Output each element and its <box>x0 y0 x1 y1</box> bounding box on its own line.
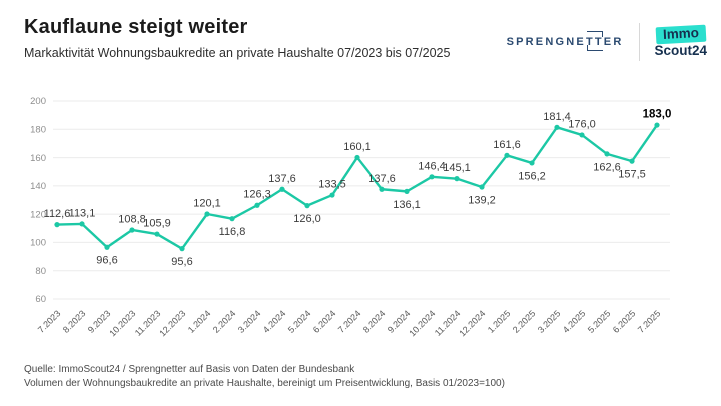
svg-text:108,8: 108,8 <box>118 213 146 225</box>
source-line: Quelle: ImmoScout24 / Sprengnetter auf B… <box>24 364 355 375</box>
svg-text:80: 80 <box>35 266 46 277</box>
svg-text:120: 120 <box>30 209 46 220</box>
sprengnetter-tt-bracket-icon: TT <box>585 31 604 51</box>
svg-text:200: 200 <box>30 96 46 107</box>
svg-text:126,3: 126,3 <box>243 189 271 201</box>
svg-text:1.2025: 1.2025 <box>486 308 513 335</box>
page-subtitle: Markaktivität Wohnungsbaukredite an priv… <box>24 46 451 60</box>
svg-text:2.2025: 2.2025 <box>511 308 538 335</box>
line-chart: 200 180 160 140 120 100 80 60 112,6 113,1 96,6 108,… <box>0 88 721 358</box>
svg-text:113,1: 113,1 <box>69 207 96 219</box>
svg-text:12.2024: 12.2024 <box>457 308 487 338</box>
svg-text:2.2024: 2.2024 <box>211 308 238 335</box>
note-line: Volumen der Wohnungsbaukredite an privat… <box>24 378 505 389</box>
svg-text:3.2024: 3.2024 <box>236 308 263 335</box>
svg-text:137,6: 137,6 <box>368 173 396 185</box>
svg-text:7.2024: 7.2024 <box>336 308 363 335</box>
svg-text:160,1: 160,1 <box>343 141 371 153</box>
footer: Quelle: ImmoScout24 / Sprengnetter auf B… <box>24 363 505 391</box>
sprengnetter-logo: SPRENGNE TT ER <box>506 31 624 51</box>
svg-text:96,6: 96,6 <box>96 255 117 267</box>
svg-text:161,6: 161,6 <box>493 139 521 151</box>
svg-text:176,0: 176,0 <box>568 118 596 130</box>
svg-text:100: 100 <box>30 238 46 249</box>
header: Kauflaune steigt weiter Markaktivität Wo… <box>24 16 450 60</box>
svg-text:137,6: 137,6 <box>268 173 296 185</box>
svg-text:180: 180 <box>30 124 46 135</box>
svg-text:10.2024: 10.2024 <box>407 308 437 338</box>
page-title: Kauflaune steigt weiter <box>24 16 248 38</box>
svg-text:7.2025: 7.2025 <box>636 308 663 335</box>
svg-text:145,1: 145,1 <box>443 162 471 174</box>
immoscout24-immo-badge: Immo <box>655 24 707 45</box>
immoscout24-logo: Immo Scout24 <box>654 24 707 58</box>
svg-text:11.2023: 11.2023 <box>133 308 163 338</box>
logo-area: SPRENGNE TT ER Immo Scout24 <box>507 20 707 64</box>
svg-text:112,6: 112,6 <box>44 208 71 220</box>
svg-text:139,2: 139,2 <box>468 194 496 206</box>
logo-divider <box>639 23 641 61</box>
svg-text:146,4: 146,4 <box>418 160 446 172</box>
svg-text:116,8: 116,8 <box>219 226 246 238</box>
svg-text:162,6: 162,6 <box>593 161 621 173</box>
sprengnetter-text-before: SPRENGNE <box>506 36 586 48</box>
svg-text:5.2024: 5.2024 <box>286 308 313 335</box>
svg-text:133,5: 133,5 <box>318 179 346 191</box>
svg-text:5.2025: 5.2025 <box>586 308 613 335</box>
svg-text:136,1: 136,1 <box>393 199 421 211</box>
svg-text:126,0: 126,0 <box>293 213 321 225</box>
svg-text:12.2023: 12.2023 <box>157 308 187 338</box>
svg-text:1.2024: 1.2024 <box>186 308 213 335</box>
sprengnetter-text-after: ER <box>603 36 624 48</box>
svg-text:4.2024: 4.2024 <box>261 308 288 335</box>
svg-text:6.2024: 6.2024 <box>311 308 338 335</box>
svg-text:120,1: 120,1 <box>193 198 221 210</box>
svg-text:60: 60 <box>35 294 46 305</box>
svg-text:181,4: 181,4 <box>543 111 571 123</box>
svg-text:7.2023: 7.2023 <box>36 308 63 335</box>
svg-text:156,2: 156,2 <box>518 170 546 182</box>
svg-text:4.2025: 4.2025 <box>561 308 588 335</box>
svg-text:157,5: 157,5 <box>618 169 646 181</box>
svg-text:95,6: 95,6 <box>171 256 192 268</box>
svg-text:3.2025: 3.2025 <box>536 308 563 335</box>
immoscout24-scout-text: Scout24 <box>654 43 707 58</box>
svg-text:6.2025: 6.2025 <box>611 308 638 335</box>
svg-text:8.2024: 8.2024 <box>361 308 388 335</box>
svg-text:10.2023: 10.2023 <box>107 308 137 338</box>
svg-text:183,0: 183,0 <box>643 109 672 121</box>
svg-text:11.2024: 11.2024 <box>433 308 463 338</box>
svg-text:160: 160 <box>30 153 46 164</box>
svg-text:105,9: 105,9 <box>143 218 171 230</box>
svg-text:8.2023: 8.2023 <box>61 308 88 335</box>
svg-text:140: 140 <box>30 181 46 192</box>
